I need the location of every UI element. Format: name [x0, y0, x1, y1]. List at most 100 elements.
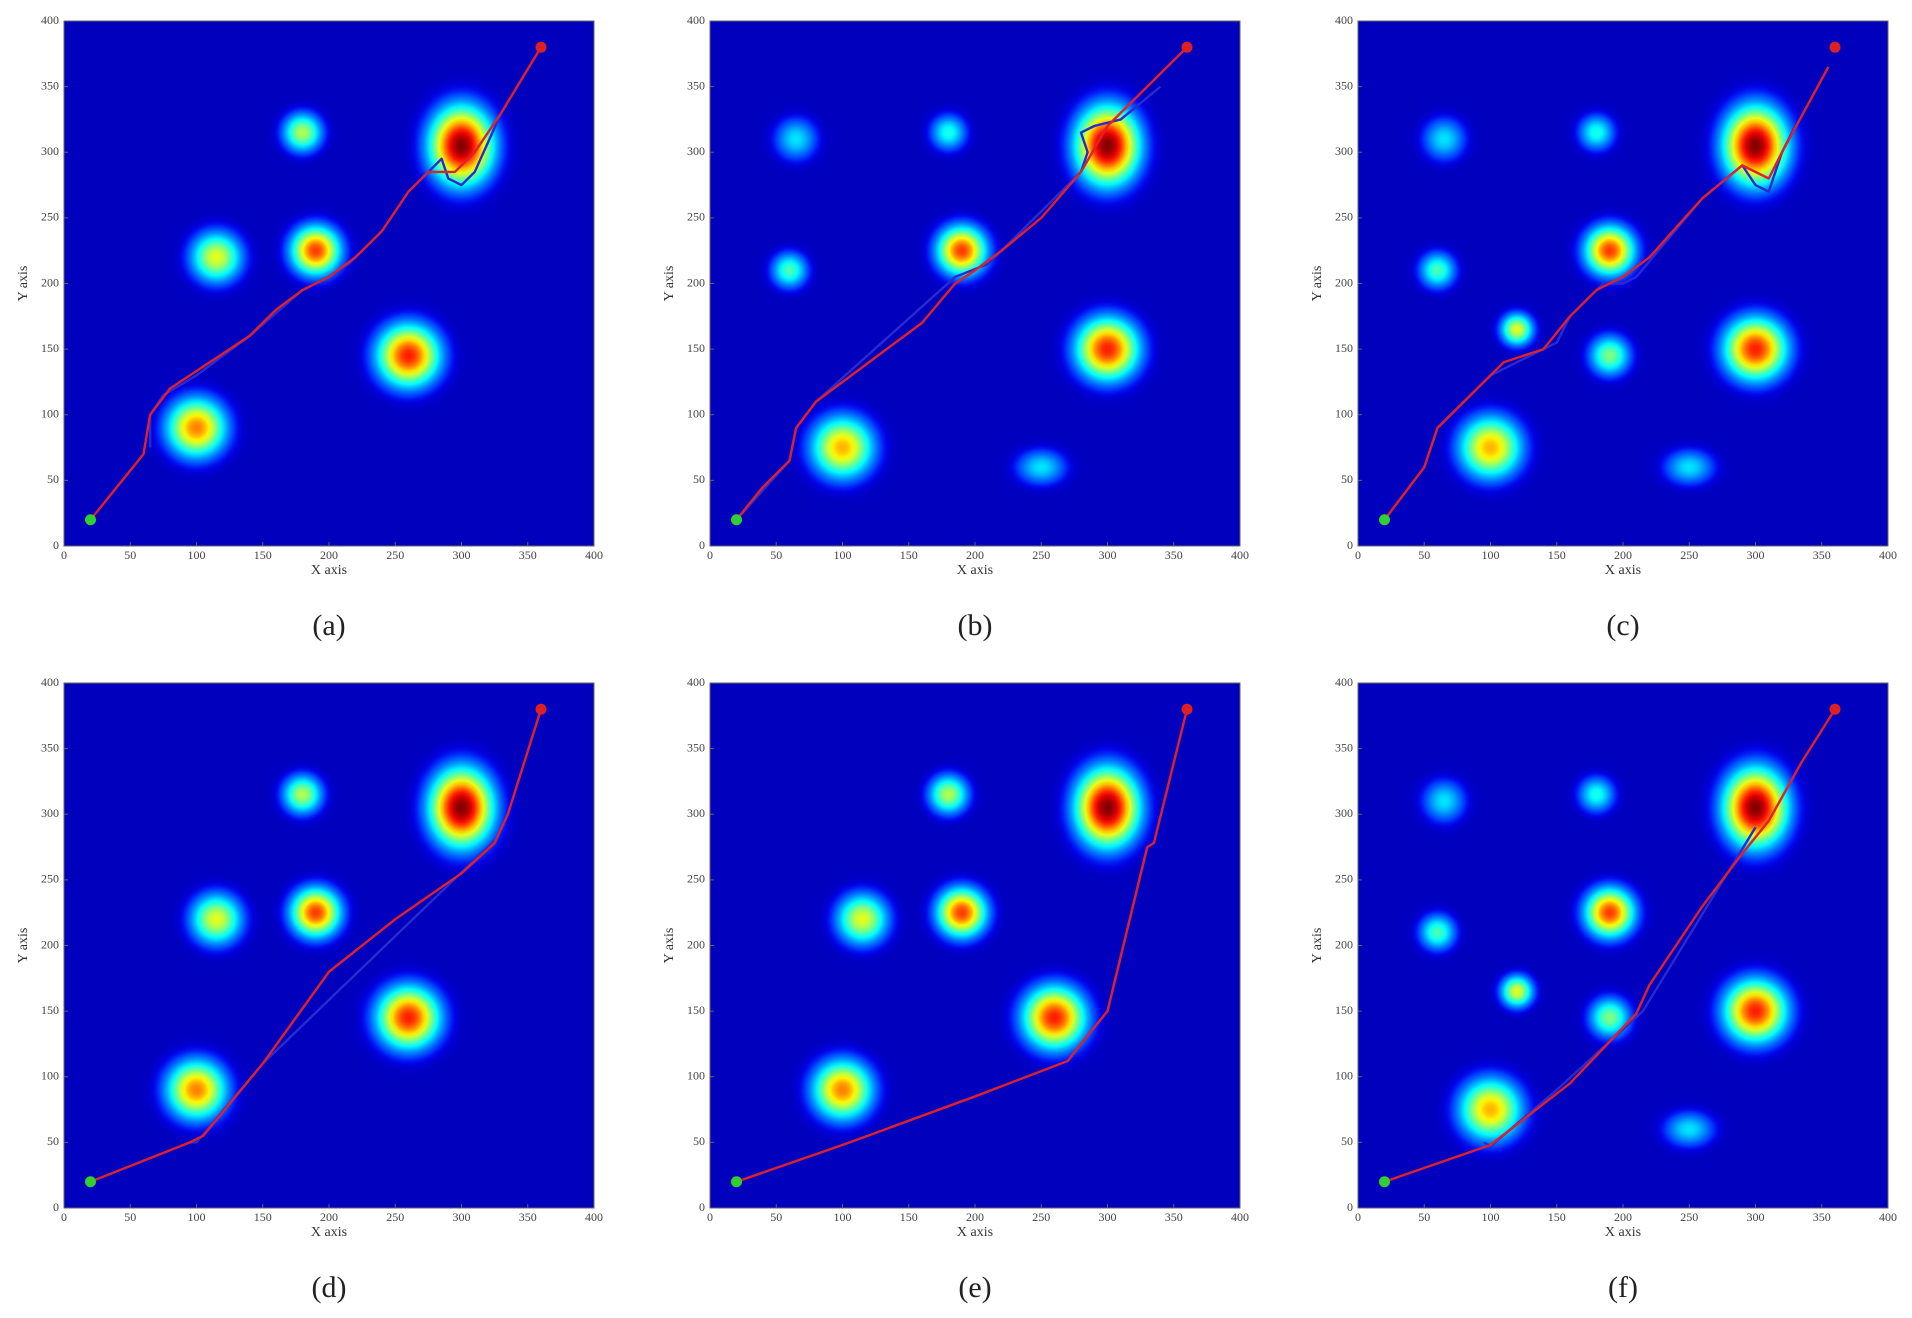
- x-axis-label: X axis: [957, 1225, 993, 1240]
- y-axis-label: Y axis: [1310, 928, 1325, 964]
- threat: [1691, 285, 1820, 413]
- y-tick-label: 200: [1335, 275, 1353, 289]
- y-tick-label: 350: [41, 78, 59, 92]
- caption: (e): [958, 1271, 991, 1304]
- panel: [1358, 21, 1888, 546]
- x-tick-label: 150: [1548, 1210, 1566, 1224]
- y-tick-label: 350: [687, 740, 705, 754]
- x-tick-label: 50: [1418, 1210, 1430, 1224]
- threat: [261, 91, 344, 174]
- y-tick-label: 250: [41, 210, 59, 224]
- x-tick-label: 200: [966, 1210, 984, 1224]
- y-tick-label: 0: [53, 1200, 59, 1214]
- y-tick-label: 0: [1347, 1200, 1353, 1214]
- caption: (b): [958, 609, 993, 642]
- path-line: [89, 46, 543, 521]
- caption: (c): [1606, 609, 1639, 642]
- y-tick-label: 100: [687, 1069, 705, 1083]
- y-tick-label: 400: [1335, 13, 1353, 27]
- x-tick-label: 250: [386, 1210, 404, 1224]
- x-tick-label: 350: [1165, 1210, 1183, 1224]
- threat: [750, 93, 842, 185]
- threat: [907, 753, 990, 836]
- y-tick-label: 400: [1335, 675, 1353, 689]
- x-tick-label: 300: [453, 548, 471, 562]
- y-tick-label: 200: [687, 937, 705, 951]
- x-tick-label: 150: [900, 548, 918, 562]
- x-tick-label: 50: [1418, 548, 1430, 562]
- threat: [344, 954, 473, 1082]
- threat: [397, 67, 526, 225]
- y-tick-label: 150: [41, 341, 59, 355]
- path-line: [90, 708, 543, 1183]
- threat: [163, 866, 270, 973]
- x-tick-label: 0: [707, 548, 713, 562]
- goal-point: [535, 41, 547, 53]
- goal-point: [1181, 703, 1193, 715]
- y-tick-label: 400: [687, 675, 705, 689]
- threat: [1043, 285, 1172, 413]
- x-tick-label: 150: [1548, 548, 1566, 562]
- x-axis-label: X axis: [311, 563, 347, 578]
- y-tick-label: 300: [687, 144, 705, 158]
- path-line: [1383, 66, 1830, 521]
- y-tick-label: 250: [1335, 210, 1353, 224]
- threat: [1043, 67, 1172, 225]
- y-tick-label: 50: [693, 1134, 705, 1148]
- y-tick-label: 400: [687, 13, 705, 27]
- y-tick-label: 300: [41, 806, 59, 820]
- y-tick-label: 100: [41, 1069, 59, 1083]
- x-axis-label: X axis: [1605, 1225, 1641, 1240]
- x-tick-label: 300: [453, 1210, 471, 1224]
- path-line: [1423, 125, 1797, 468]
- x-tick-label: 100: [188, 1210, 206, 1224]
- y-tick-label: 300: [687, 806, 705, 820]
- x-tick-label: 400: [1231, 1210, 1249, 1224]
- threat: [987, 429, 1095, 505]
- y-tick-label: 50: [47, 472, 59, 486]
- x-tick-label: 250: [1032, 548, 1050, 562]
- y-tick-label: 200: [41, 275, 59, 289]
- x-tick-label: 100: [1482, 1210, 1500, 1224]
- x-tick-label: 350: [519, 548, 537, 562]
- x-tick-label: 0: [1355, 1210, 1361, 1224]
- y-tick-label: 350: [1335, 740, 1353, 754]
- y-tick-label: 100: [41, 407, 59, 421]
- y-tick-label: 300: [41, 144, 59, 158]
- x-tick-label: 250: [1680, 1210, 1698, 1224]
- x-tick-label: 250: [386, 548, 404, 562]
- threat: [911, 862, 1013, 963]
- y-axis-label: Y axis: [662, 266, 677, 302]
- threat: [397, 729, 526, 887]
- caption: (d): [312, 1271, 347, 1304]
- panel: [64, 683, 594, 1208]
- x-tick-label: 400: [1231, 548, 1249, 562]
- y-tick-label: 350: [1335, 78, 1353, 92]
- threat: [1558, 94, 1635, 171]
- y-tick-label: 300: [1335, 144, 1353, 158]
- threat: [1483, 958, 1551, 1025]
- start-point: [1379, 514, 1390, 526]
- x-tick-label: 200: [1614, 1210, 1632, 1224]
- y-tick-label: 250: [687, 210, 705, 224]
- y-tick-label: 100: [1335, 1069, 1353, 1083]
- threat: [911, 200, 1013, 301]
- goal-point: [1829, 41, 1841, 53]
- y-tick-label: 50: [47, 1134, 59, 1148]
- threat: [1399, 232, 1476, 309]
- threat: [751, 232, 828, 309]
- path-line: [735, 46, 1188, 521]
- x-tick-label: 350: [1165, 548, 1183, 562]
- y-tick-label: 0: [699, 538, 705, 552]
- x-axis-label: X axis: [311, 1225, 347, 1240]
- threat: [1426, 1046, 1555, 1173]
- caption: (a): [312, 609, 345, 642]
- panel: [710, 21, 1240, 546]
- y-tick-label: 400: [41, 675, 59, 689]
- y-tick-label: 150: [41, 1003, 59, 1017]
- y-tick-label: 150: [1335, 341, 1353, 355]
- path-line: [736, 708, 1189, 1183]
- x-tick-label: 400: [585, 1210, 603, 1224]
- x-tick-label: 150: [254, 1210, 272, 1224]
- threat: [781, 1029, 904, 1151]
